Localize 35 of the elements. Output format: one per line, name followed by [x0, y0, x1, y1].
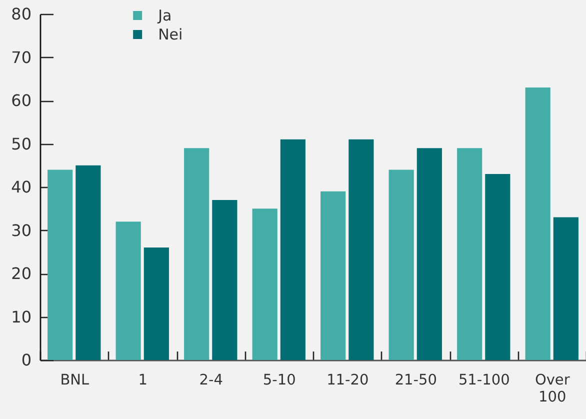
x-tick-label: 11-20 [326, 372, 369, 388]
x-tick-label: BNL [60, 372, 90, 388]
bar [388, 170, 414, 360]
bar [76, 165, 101, 360]
bar [48, 170, 73, 360]
x-tick-label: 2-4 [199, 372, 223, 388]
y-tick-label: 40 [11, 178, 32, 196]
x-tick-label: 1 [138, 372, 148, 388]
y-tick-label: 80 [11, 4, 32, 24]
legend-label: Nei [158, 26, 183, 44]
y-tick-label: 50 [11, 134, 32, 154]
bar [457, 148, 482, 360]
bar [553, 217, 578, 360]
x-tick-label: 21-50 [394, 372, 437, 388]
y-tick-label: 20 [11, 264, 32, 283]
bar [525, 88, 550, 360]
bar [416, 148, 442, 360]
y-tick-label: 0 [21, 350, 32, 370]
y-tick-label: 60 [11, 91, 32, 110]
bar [116, 222, 141, 360]
y-tick-label: 30 [11, 220, 32, 240]
bar [280, 139, 306, 360]
legend-label: Ja [157, 6, 172, 24]
bar [212, 200, 238, 360]
x-tick-label: Over 100 [534, 372, 570, 406]
bar [252, 208, 278, 360]
bar [144, 248, 169, 360]
y-tick-label: 10 [11, 307, 32, 326]
bar [348, 139, 374, 360]
bar [184, 148, 210, 360]
y-tick-label: 70 [11, 48, 32, 67]
x-tick-label: 5-10 [262, 372, 296, 388]
bar [320, 191, 346, 360]
bar [485, 174, 510, 360]
x-tick-label: 51-100 [458, 372, 510, 388]
